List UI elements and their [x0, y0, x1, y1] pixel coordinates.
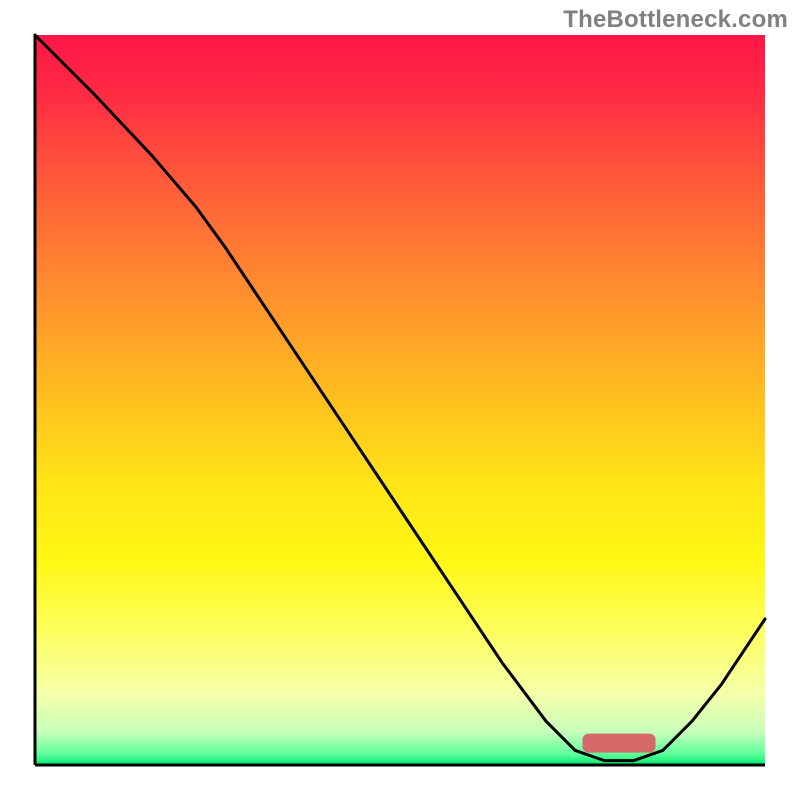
- chart-svg: [0, 0, 800, 800]
- optimum-marker: [583, 734, 656, 753]
- plot-background: [35, 35, 765, 765]
- watermark-text: TheBottleneck.com: [563, 6, 788, 34]
- chart-root: { "meta": { "watermark_text": "TheBottle…: [0, 0, 800, 800]
